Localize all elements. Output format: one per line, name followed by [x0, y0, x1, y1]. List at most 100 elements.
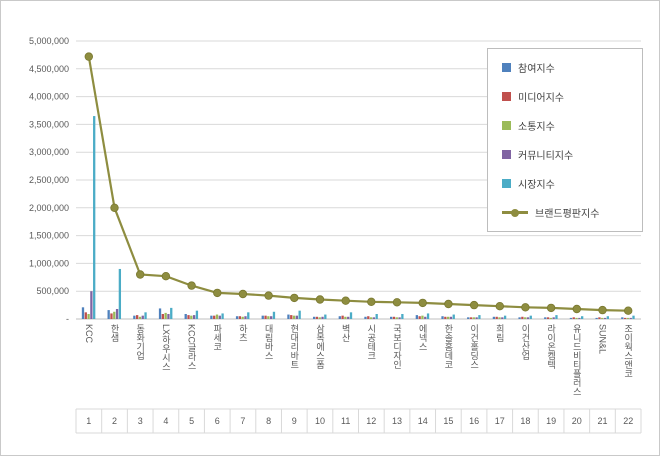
bar-4	[247, 312, 250, 319]
bar-3	[347, 316, 350, 319]
bar-3	[218, 315, 221, 319]
y-axis-tick-label: 500,000	[36, 286, 69, 296]
legend-label: 브랜드평판지수	[535, 209, 600, 220]
legend-label: 커뮤니티지수	[518, 151, 574, 162]
line-marker	[84, 52, 93, 61]
y-axis-tick-label: 4,000,000	[29, 92, 69, 102]
bar-1	[367, 316, 370, 319]
bar-0	[390, 316, 393, 319]
bar-0	[441, 316, 444, 319]
line-marker	[367, 297, 376, 306]
brand-reputation-line	[87, 56, 629, 312]
legend-label: 소통지수	[518, 122, 555, 133]
bar-2	[318, 317, 321, 319]
legend-swatch-market	[502, 179, 511, 188]
bar-0	[287, 314, 290, 319]
bar-4	[324, 314, 327, 319]
line-marker	[444, 299, 453, 309]
category-number: 9	[292, 416, 297, 426]
bar-2	[601, 317, 604, 319]
bar-3	[372, 317, 376, 319]
category-number: 22	[623, 416, 633, 426]
bar-0	[492, 316, 496, 319]
line-marker	[213, 288, 222, 298]
bar-1	[469, 317, 473, 319]
bar-3	[90, 291, 93, 319]
bar-2	[164, 312, 167, 319]
bar-3	[603, 317, 607, 319]
bar-3	[552, 317, 555, 319]
bar-1	[546, 317, 550, 319]
bar-0	[595, 317, 598, 319]
legend-swatch-participation	[502, 63, 511, 72]
bar-0	[415, 315, 418, 319]
bar-4	[375, 314, 378, 319]
bar-1	[84, 312, 87, 319]
line-marker	[521, 303, 530, 312]
y-axis-tick-label: 5,000,000	[29, 36, 69, 46]
bar-0	[133, 315, 136, 319]
line-marker	[341, 296, 350, 305]
y-axis-tick-label: 1,500,000	[29, 231, 69, 241]
category-number: 17	[495, 416, 505, 426]
bar-0	[544, 317, 547, 319]
bar-1	[341, 315, 344, 319]
bar-3	[167, 314, 170, 319]
bar-4	[195, 310, 199, 319]
bar-3	[321, 316, 324, 319]
bar-1	[495, 316, 498, 319]
bar-4	[632, 315, 635, 319]
bar-0	[261, 315, 264, 319]
bar-0	[467, 317, 470, 319]
y-axis-tick-label: 3,000,000	[29, 147, 69, 157]
bar-2	[87, 314, 90, 319]
bar-0	[338, 316, 341, 319]
bar-3	[192, 315, 196, 319]
bar-0	[569, 317, 573, 319]
line-marker	[161, 272, 171, 281]
category-number: 5	[189, 416, 194, 426]
bar-3	[295, 315, 298, 319]
y-axis-tick-label: -	[66, 314, 69, 324]
category-number: 15	[443, 416, 453, 426]
bar-4	[555, 315, 558, 319]
bar-2	[292, 315, 296, 319]
line-marker	[598, 305, 607, 315]
bar-4	[144, 312, 147, 319]
line-marker	[110, 203, 119, 212]
bar-1	[161, 314, 164, 319]
y-axis-tick-label: 4,500,000	[29, 64, 69, 74]
legend-swatch-media	[502, 92, 511, 101]
bar-0	[158, 308, 162, 319]
bar-3	[115, 308, 119, 319]
bar-2	[215, 314, 219, 319]
bar-1	[623, 317, 627, 319]
line-marker	[187, 281, 196, 290]
legend-swatch-communication	[502, 121, 511, 130]
bar-4	[503, 315, 507, 319]
category-number: 3	[138, 416, 143, 426]
bar-3	[424, 316, 427, 319]
line-marker	[135, 270, 145, 279]
bar-3	[270, 316, 273, 319]
bar-1	[238, 316, 242, 319]
bar-4	[170, 307, 173, 319]
bar-3	[501, 317, 504, 319]
bar-3	[398, 317, 401, 319]
line-marker	[572, 304, 581, 314]
line-marker	[546, 303, 556, 313]
bar-0	[81, 307, 85, 319]
legend-item-participation: 참여지수	[488, 53, 642, 82]
bar-4	[581, 316, 584, 319]
bar-2	[344, 316, 347, 319]
bar-2	[369, 317, 373, 319]
line-marker	[392, 298, 402, 307]
line-marker	[315, 295, 325, 304]
line-marker	[290, 293, 299, 303]
bar-4	[426, 313, 430, 319]
y-axis-tick-label: 2,500,000	[29, 175, 69, 185]
bar-1	[110, 313, 113, 319]
bar-4	[93, 116, 96, 319]
bar-0	[210, 315, 213, 319]
category-number: 16	[469, 416, 479, 426]
